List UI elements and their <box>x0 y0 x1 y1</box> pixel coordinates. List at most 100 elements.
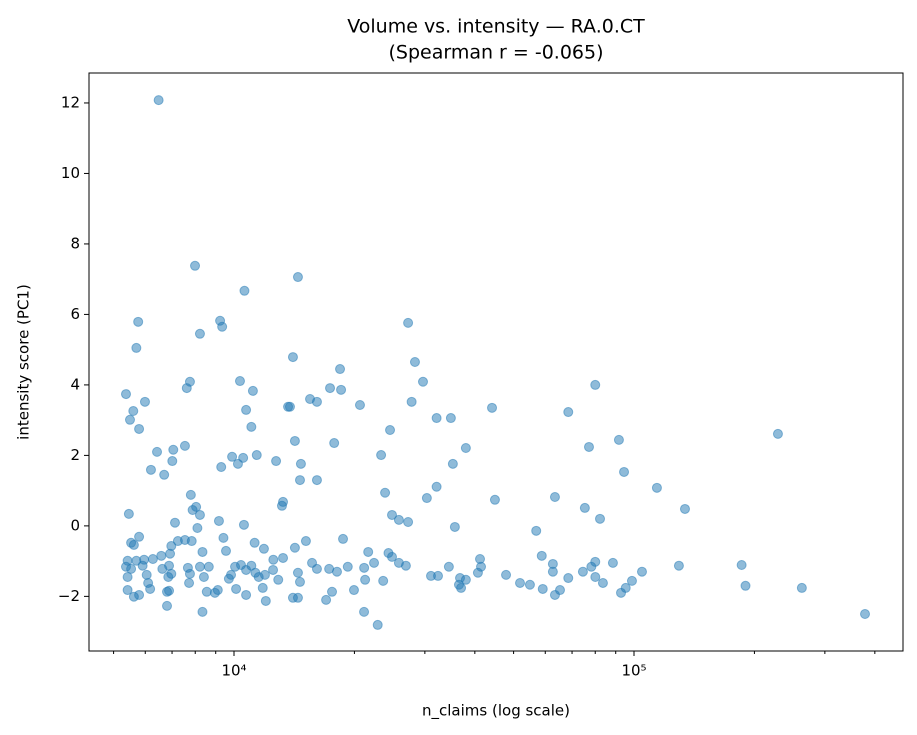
point <box>619 466 630 477</box>
point <box>501 569 512 580</box>
point <box>736 560 747 571</box>
point <box>271 456 282 467</box>
point <box>289 542 300 553</box>
chart-subtitle: (Spearman r = -0.065) <box>388 42 603 64</box>
point <box>153 95 164 106</box>
point <box>354 399 365 410</box>
point <box>449 521 460 532</box>
point <box>331 566 342 577</box>
point <box>369 557 380 568</box>
point <box>673 560 684 571</box>
point <box>579 502 590 513</box>
point <box>163 571 174 582</box>
point <box>217 321 228 332</box>
point <box>393 514 404 525</box>
plot-frame <box>88 72 904 652</box>
y-tick-label: 8 <box>70 234 80 252</box>
point <box>597 577 608 588</box>
point <box>406 396 417 407</box>
point <box>278 552 289 563</box>
y-tick-label: 4 <box>70 375 80 393</box>
point <box>221 545 232 556</box>
point <box>626 575 637 586</box>
point <box>213 515 224 526</box>
point <box>268 554 279 565</box>
point <box>139 396 150 407</box>
point <box>122 571 133 582</box>
y-tick-label: 10 <box>61 164 80 182</box>
point <box>740 580 751 591</box>
point <box>860 608 871 619</box>
point <box>456 582 467 593</box>
point <box>531 525 542 536</box>
chart-title: Volume vs. intensity — RA.0.CT <box>347 16 645 38</box>
point <box>796 582 807 593</box>
point <box>128 405 139 416</box>
point <box>120 389 131 400</box>
y-tick-label: 12 <box>61 93 80 111</box>
point <box>287 352 298 363</box>
point <box>165 548 176 559</box>
point <box>238 519 249 530</box>
point <box>321 594 332 605</box>
point <box>294 576 305 587</box>
point <box>772 428 783 439</box>
point <box>549 589 560 600</box>
point <box>311 396 322 407</box>
point <box>260 595 271 606</box>
point <box>595 513 606 524</box>
point <box>239 285 250 296</box>
point <box>209 587 220 598</box>
point <box>134 531 145 542</box>
point <box>583 441 594 452</box>
y-tick-label: −2 <box>58 587 80 605</box>
point <box>126 563 137 574</box>
point <box>403 517 414 528</box>
point <box>234 376 245 387</box>
point <box>338 533 349 544</box>
point <box>123 508 134 519</box>
point <box>134 423 145 434</box>
point <box>547 566 558 577</box>
point <box>216 462 227 473</box>
point <box>152 446 163 457</box>
point <box>372 619 383 630</box>
point <box>232 458 243 469</box>
point <box>409 357 420 367</box>
point <box>168 444 179 455</box>
point <box>194 328 205 339</box>
point <box>141 569 152 580</box>
point <box>460 574 471 585</box>
point <box>186 536 197 547</box>
y-axis-label: intensity score (PC1) <box>15 284 33 440</box>
point <box>431 481 442 492</box>
point <box>403 317 414 328</box>
point <box>489 494 500 505</box>
point <box>230 561 241 572</box>
point <box>227 451 238 462</box>
point <box>278 496 289 507</box>
point <box>563 573 574 584</box>
point <box>292 592 303 603</box>
point <box>515 577 526 588</box>
point <box>363 546 374 557</box>
point <box>549 491 560 502</box>
point <box>607 557 618 568</box>
point <box>563 407 574 418</box>
x-tick-label: 10⁴ <box>221 662 246 680</box>
point <box>194 561 205 572</box>
point <box>251 450 262 461</box>
point <box>257 582 268 593</box>
point <box>378 575 389 586</box>
point <box>292 272 303 283</box>
point <box>197 546 208 557</box>
point <box>445 413 456 424</box>
point <box>179 440 190 451</box>
point <box>247 385 258 396</box>
point <box>636 566 647 577</box>
point <box>241 404 252 415</box>
x-tick-label: 10⁵ <box>621 662 646 680</box>
point <box>679 503 690 514</box>
point <box>460 442 471 453</box>
